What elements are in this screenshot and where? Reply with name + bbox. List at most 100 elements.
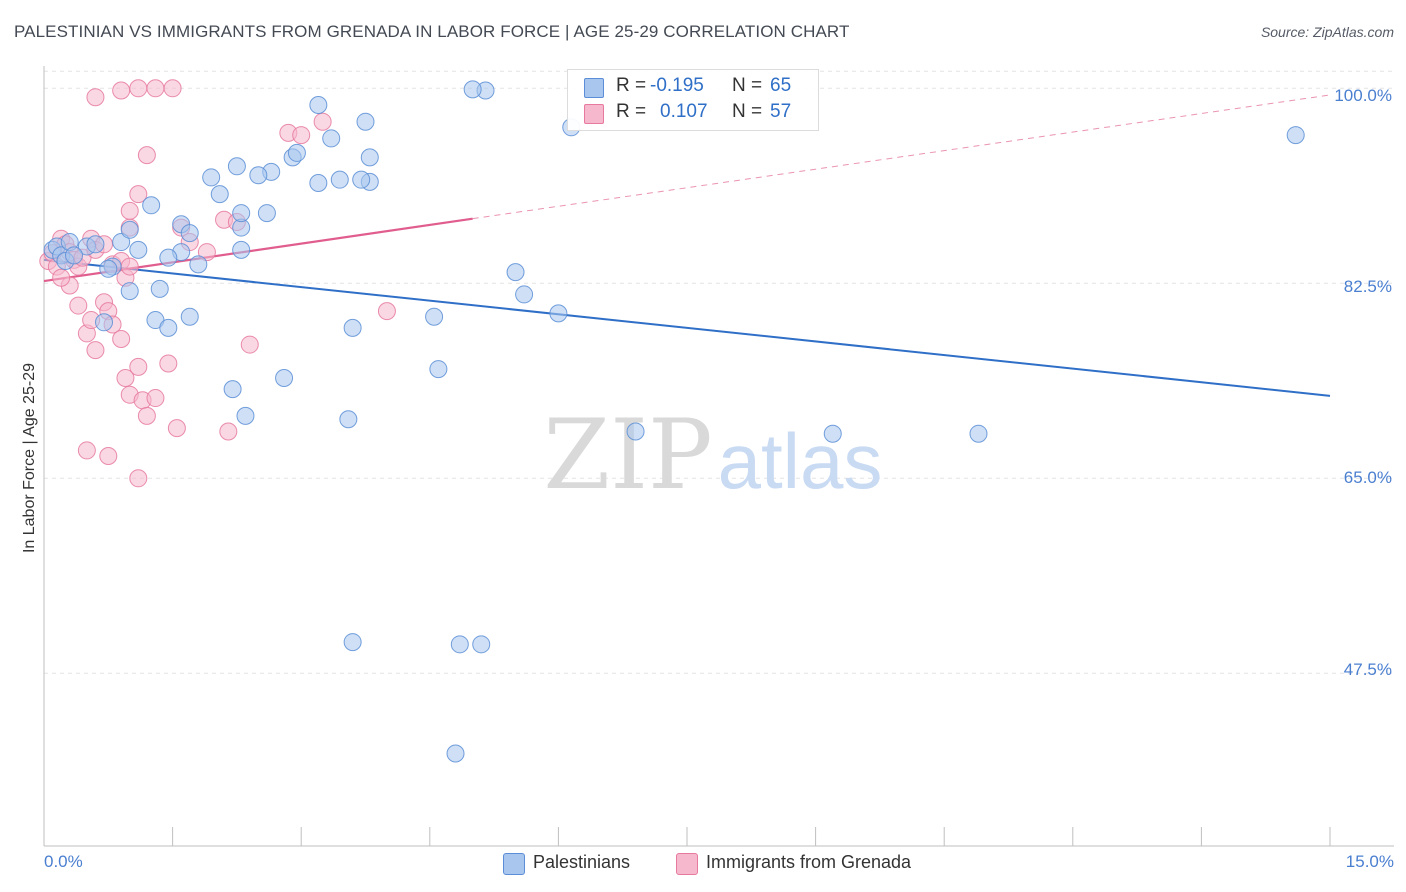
data-point-palestinian xyxy=(549,304,568,323)
data-point-grenada xyxy=(52,268,71,287)
data-point-palestinian xyxy=(210,185,229,204)
data-point-palestinian xyxy=(236,406,255,425)
data-point-palestinian xyxy=(515,285,534,304)
legend-r-label: R = xyxy=(616,75,647,96)
data-point-grenada xyxy=(116,369,135,387)
legend-n-label: N = xyxy=(732,101,763,122)
data-point-palestinian xyxy=(232,204,251,223)
data-point-palestinian xyxy=(202,168,221,187)
correlation-legend: R = -0.195 N = 65 R = 0.107 N = 57 xyxy=(567,69,819,131)
data-point-palestinian xyxy=(159,318,178,337)
data-point-grenada xyxy=(313,112,332,131)
source-label: Source: ZipAtlas.com xyxy=(1260,24,1394,40)
data-point-grenada xyxy=(129,185,148,204)
data-point-palestinian xyxy=(429,360,448,379)
data-point-palestinian xyxy=(150,279,169,298)
data-point-grenada xyxy=(292,126,311,145)
data-point-grenada xyxy=(163,79,182,98)
data-point-grenada xyxy=(146,389,165,408)
data-point-palestinian xyxy=(120,282,139,301)
data-point-palestinian xyxy=(823,424,842,443)
data-point-palestinian xyxy=(343,633,362,652)
y-axis-label: In Labor Force | Age 25-29 xyxy=(21,362,38,554)
x-tick-label-max: 15.0% xyxy=(1345,852,1394,871)
data-point-grenada xyxy=(112,330,131,348)
legend-n-label: N = xyxy=(732,75,763,96)
data-point-palestinian xyxy=(352,170,371,189)
data-point-grenada xyxy=(219,422,238,441)
y-tick-label: 82.5% xyxy=(1343,277,1392,296)
data-point-grenada xyxy=(112,81,131,100)
data-point-palestinian xyxy=(86,235,105,254)
legend-swatch-pink xyxy=(584,104,604,124)
chart-title: PALESTINIAN VS IMMIGRANTS FROM GRENADA I… xyxy=(14,22,850,41)
data-point-palestinian xyxy=(425,307,444,326)
data-point-grenada xyxy=(377,302,396,321)
data-point-palestinian xyxy=(287,143,306,162)
data-point-grenada xyxy=(129,469,148,488)
data-point-grenada xyxy=(120,201,139,220)
data-point-palestinian xyxy=(309,174,328,192)
data-point-palestinian xyxy=(463,80,482,99)
data-point-palestinian xyxy=(446,744,465,763)
data-point-palestinian xyxy=(65,246,84,265)
data-point-palestinian xyxy=(189,255,208,274)
legend-label-grenada: Immigrants from Grenada xyxy=(706,852,912,872)
data-point-palestinian xyxy=(180,224,199,243)
data-point-palestinian xyxy=(95,313,114,332)
legend-label-palestinians: Palestinians xyxy=(533,852,631,872)
data-point-grenada xyxy=(129,79,148,98)
legend-r-value: -0.195 xyxy=(650,75,704,96)
legend-swatch-blue xyxy=(503,853,525,875)
data-point-grenada xyxy=(69,296,88,315)
data-point-palestinian xyxy=(129,240,148,259)
legend-n-value: 57 xyxy=(770,101,792,122)
data-point-palestinian xyxy=(506,263,525,282)
data-point-palestinian xyxy=(120,220,139,239)
data-point-palestinian xyxy=(159,248,178,267)
data-point-grenada xyxy=(120,257,139,276)
data-point-grenada xyxy=(77,441,96,460)
data-point-palestinian xyxy=(360,148,379,167)
x-tick-label-min: 0.0% xyxy=(44,852,83,871)
data-point-palestinian xyxy=(472,635,491,654)
data-point-palestinian xyxy=(249,166,268,185)
data-point-palestinian xyxy=(322,129,341,148)
data-point-palestinian xyxy=(450,635,469,654)
legend-swatch-blue xyxy=(584,78,604,98)
data-point-palestinian xyxy=(356,112,375,131)
data-point-grenada xyxy=(99,447,118,465)
data-point-grenada xyxy=(240,335,259,354)
legend-r-label: R = xyxy=(616,101,647,122)
legend-r-value: 0.107 xyxy=(660,101,708,122)
series-legend: Palestinians Immigrants from Grenada xyxy=(0,852,1406,876)
data-point-grenada xyxy=(86,341,105,360)
data-point-palestinian xyxy=(180,307,199,326)
watermark-atlas: atlas xyxy=(718,417,883,505)
trendline-grenada-extension xyxy=(472,94,1331,220)
watermark-zip: ZIP xyxy=(543,399,712,511)
data-point-grenada xyxy=(137,406,156,425)
data-point-palestinian xyxy=(343,318,362,337)
y-tick-label: 65.0% xyxy=(1343,468,1392,487)
data-point-palestinian xyxy=(142,196,161,215)
data-point-palestinian xyxy=(330,170,349,189)
data-point-grenada xyxy=(197,243,216,262)
legend-swatch-pink xyxy=(676,853,698,875)
y-tick-label: 47.5% xyxy=(1343,660,1392,679)
data-point-palestinian xyxy=(1286,126,1305,145)
data-point-palestinian xyxy=(275,369,294,387)
data-point-grenada xyxy=(86,88,105,107)
data-point-grenada xyxy=(167,419,186,438)
data-point-palestinian xyxy=(227,157,246,176)
data-point-grenada xyxy=(146,79,165,98)
data-point-palestinian xyxy=(626,422,645,441)
data-point-palestinian xyxy=(339,410,358,429)
data-point-palestinian xyxy=(99,259,118,278)
legend-n-value: 65 xyxy=(770,75,792,96)
data-point-grenada xyxy=(129,357,148,376)
data-point-grenada xyxy=(137,146,156,165)
data-point-palestinian xyxy=(232,240,251,259)
data-point-palestinian xyxy=(223,380,242,399)
